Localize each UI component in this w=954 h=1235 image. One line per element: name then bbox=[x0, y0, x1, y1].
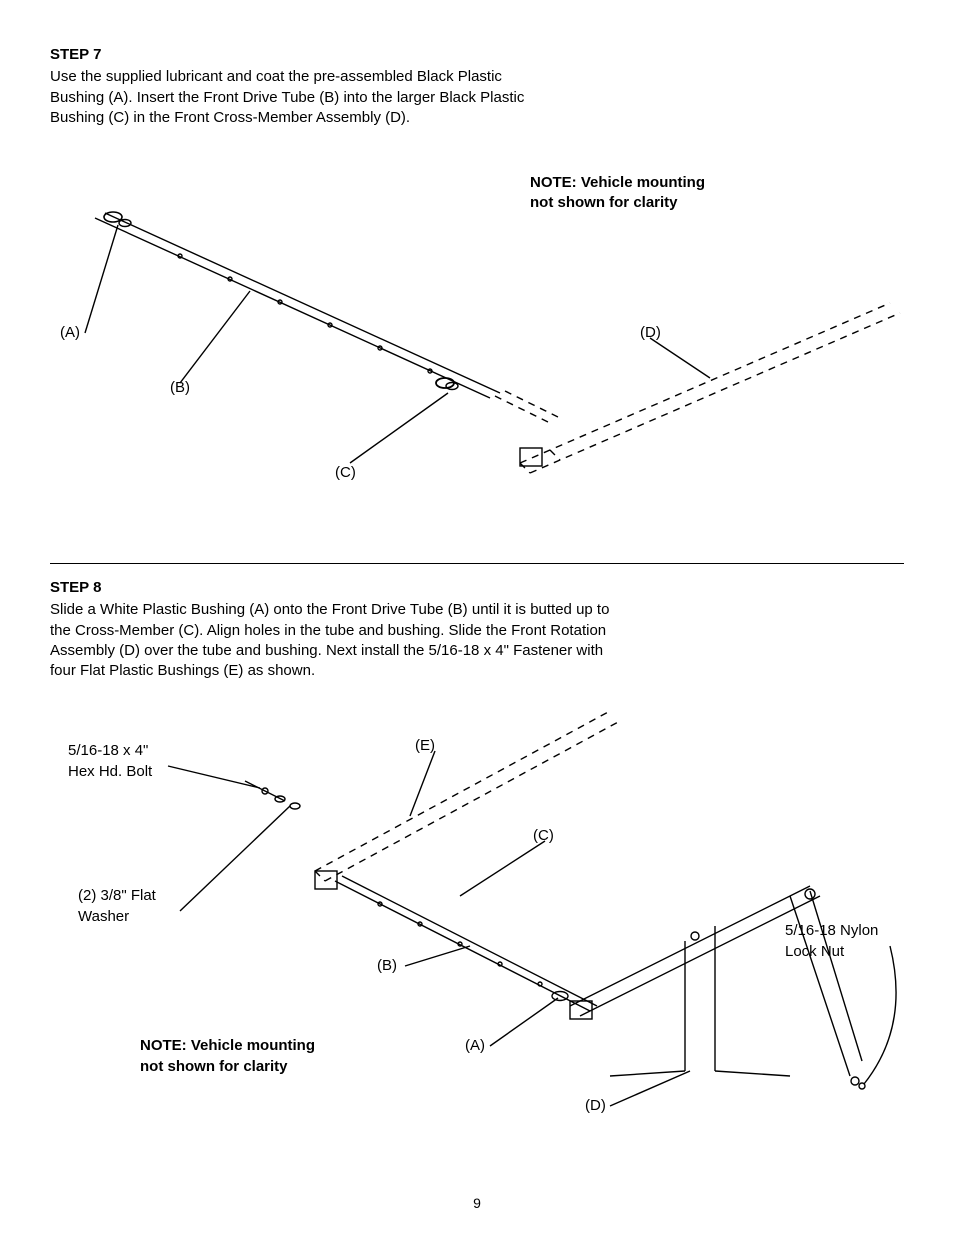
step7-figure: NOTE: Vehicle mounting not shown for cla… bbox=[50, 183, 904, 563]
step7-diagram-svg bbox=[50, 183, 904, 543]
step8-label-d: (D) bbox=[585, 1096, 606, 1116]
step8-body: Slide a White Plastic Bushing (A) onto t… bbox=[50, 600, 610, 681]
page-number: 9 bbox=[0, 1194, 954, 1213]
step8-nut-label: 5/16-18 Nylon Lock Nut bbox=[785, 921, 878, 962]
step8-washer-label: (2) 3/8" Flat Washer bbox=[78, 886, 156, 927]
step7-label-c: (C) bbox=[335, 463, 356, 483]
step8-bolt-label: 5/16-18 x 4" Hex Hd. Bolt bbox=[68, 741, 152, 782]
nut-l2: Lock Nut bbox=[785, 943, 844, 960]
nut-l1: 5/16-18 Nylon bbox=[785, 922, 878, 939]
step7-title: STEP 7 bbox=[50, 45, 904, 65]
step8-section: STEP 8 Slide a White Plastic Bushing (A)… bbox=[50, 578, 904, 1136]
bolt-l2: Hex Hd. Bolt bbox=[68, 763, 152, 780]
section-divider bbox=[50, 563, 904, 564]
step8-figure: 5/16-18 x 4" Hex Hd. Bolt (2) 3/8" Flat … bbox=[50, 706, 904, 1136]
step8-label-b: (B) bbox=[377, 956, 397, 976]
step7-label-a: (A) bbox=[60, 323, 80, 343]
note2-line2: not shown for clarity bbox=[140, 1058, 288, 1075]
washer-l1: (2) 3/8" Flat bbox=[78, 887, 156, 904]
step8-title: STEP 8 bbox=[50, 578, 904, 598]
step8-label-c: (C) bbox=[533, 826, 554, 846]
step7-label-b: (B) bbox=[170, 378, 190, 398]
washer-l2: Washer bbox=[78, 908, 129, 925]
step7-label-d: (D) bbox=[640, 323, 661, 343]
step8-label-a: (A) bbox=[465, 1036, 485, 1056]
bolt-l1: 5/16-18 x 4" bbox=[68, 742, 148, 759]
step8-note: NOTE: Vehicle mounting not shown for cla… bbox=[140, 1036, 315, 1077]
step8-label-e: (E) bbox=[415, 736, 435, 756]
step7-section: STEP 7 Use the supplied lubricant and co… bbox=[50, 45, 904, 563]
step7-body: Use the supplied lubricant and coat the … bbox=[50, 67, 550, 128]
note2-line1: NOTE: Vehicle mounting bbox=[140, 1037, 315, 1054]
